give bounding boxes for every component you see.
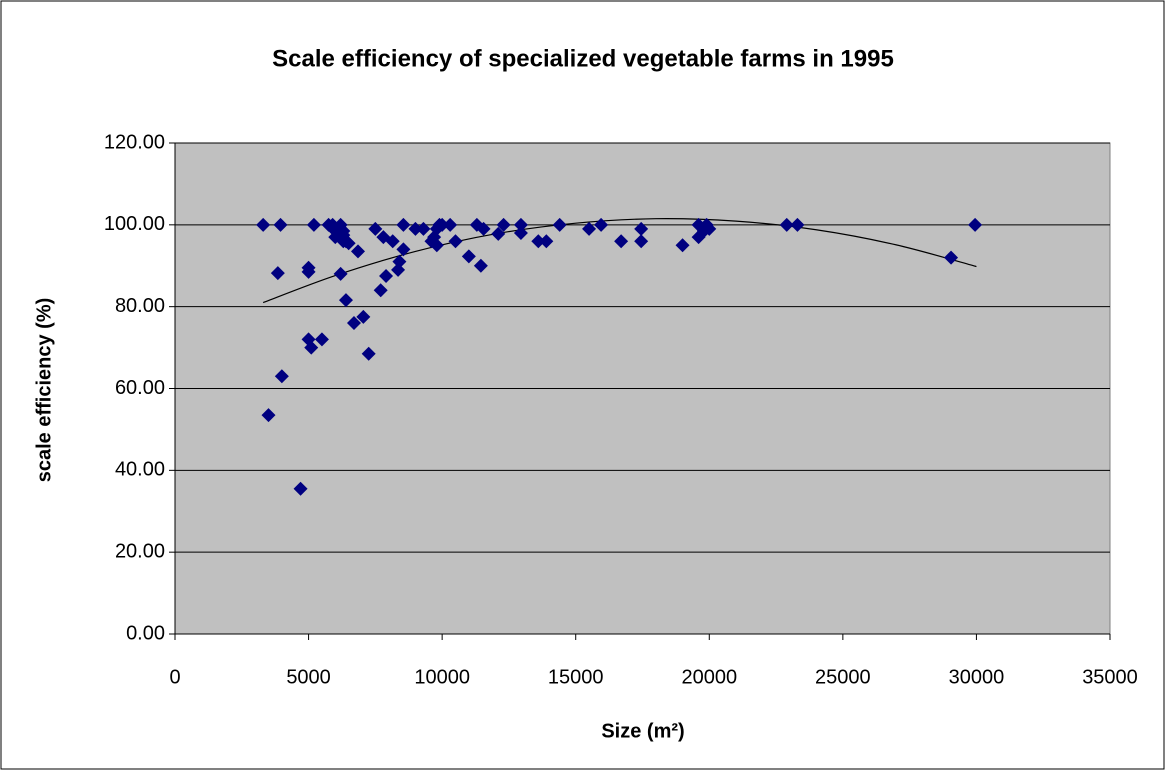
data-point — [350, 244, 365, 259]
y-axis-label: scale efficiency (%) — [33, 298, 55, 483]
data-point — [361, 346, 376, 361]
data-point — [429, 238, 444, 253]
y-tick-label: 40.00 — [115, 459, 165, 481]
data-point — [274, 369, 289, 384]
y-tick-label: 120.00 — [104, 131, 165, 153]
x-tick-label: 25000 — [815, 666, 871, 688]
data-point — [408, 221, 423, 236]
y-tick-label: 0.00 — [126, 622, 165, 644]
data-point — [341, 236, 356, 251]
data-point — [779, 217, 794, 232]
data-point — [476, 221, 491, 236]
data-point — [582, 221, 597, 236]
data-point — [461, 249, 476, 264]
data-point — [702, 221, 717, 236]
data-point — [314, 332, 329, 347]
data-point — [614, 234, 629, 249]
data-point — [256, 217, 271, 232]
data-point — [513, 226, 528, 241]
data-point — [304, 340, 319, 355]
data-point — [675, 238, 690, 253]
data-point — [790, 217, 805, 232]
data-point — [513, 217, 528, 232]
y-tick-label: 20.00 — [115, 540, 165, 562]
data-point — [448, 234, 463, 249]
data-point — [396, 217, 411, 232]
data-point — [539, 234, 554, 249]
y-tick-label: 80.00 — [115, 295, 165, 317]
data-point — [416, 221, 431, 236]
x-axis-label: Size (m²) — [601, 720, 684, 742]
data-point — [301, 264, 316, 279]
y-tick-label: 100.00 — [104, 213, 165, 235]
data-point — [385, 234, 400, 249]
data-point — [634, 234, 649, 249]
data-point — [496, 217, 511, 232]
data-point — [491, 226, 506, 241]
x-tick-label: 15000 — [548, 666, 604, 688]
data-point — [531, 234, 546, 249]
data-point — [968, 217, 983, 232]
chart-title: Scale efficiency of specialized vegetabl… — [272, 45, 894, 72]
x-tick-label: 0 — [169, 666, 180, 688]
data-point — [634, 221, 649, 236]
data-point — [392, 254, 407, 269]
data-point — [273, 217, 288, 232]
data-point — [594, 217, 609, 232]
data-point — [944, 250, 959, 265]
data-point — [261, 408, 276, 423]
data-point — [306, 217, 321, 232]
data-point — [346, 316, 361, 331]
x-tick-label: 30000 — [949, 666, 1005, 688]
data-point — [373, 283, 388, 298]
data-point — [338, 293, 353, 308]
x-tick-label: 5000 — [286, 666, 331, 688]
data-point — [333, 266, 348, 281]
y-tick-label: 60.00 — [115, 377, 165, 399]
data-point — [443, 217, 458, 232]
data-point — [396, 242, 411, 257]
data-point — [368, 221, 383, 236]
data-point — [336, 223, 351, 238]
data-point — [270, 266, 285, 281]
data-point — [473, 258, 488, 273]
x-tick-label: 20000 — [681, 666, 737, 688]
trendline — [262, 218, 977, 304]
data-point — [552, 217, 567, 232]
x-tick-label: 35000 — [1082, 666, 1138, 688]
data-point — [293, 481, 308, 496]
data-point — [435, 217, 450, 232]
x-tick-label: 10000 — [414, 666, 470, 688]
data-point — [356, 309, 371, 324]
data-point — [379, 268, 394, 283]
